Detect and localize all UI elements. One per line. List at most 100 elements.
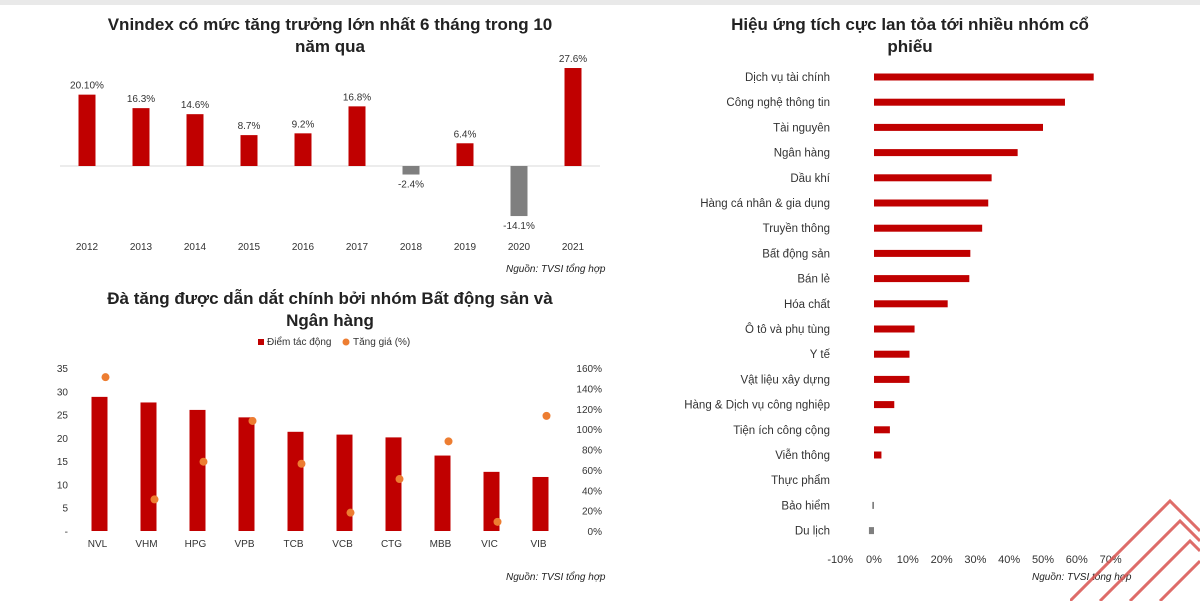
y-left-tick-label: 35 bbox=[57, 364, 69, 375]
category-label: Bán lẻ bbox=[797, 274, 830, 286]
chart-sector-effect: Hiệu ứng tích cực lan tỏa tới nhiều nhóm… bbox=[640, 10, 1200, 595]
y-left-tick-label: 15 bbox=[57, 457, 69, 468]
category-label: Viễn thông bbox=[775, 449, 830, 462]
data-label: 27.6% bbox=[559, 54, 587, 65]
scatter-point bbox=[248, 416, 257, 425]
x-tick-label: 2016 bbox=[292, 242, 315, 253]
x-tick-label: 2020 bbox=[508, 242, 531, 253]
chart-vnindex: Vnindex có mức tăng trưởng lớn nhất 6 th… bbox=[40, 10, 620, 280]
scatter-point bbox=[395, 475, 404, 484]
x-tick-label: VCB bbox=[332, 539, 353, 550]
bar bbox=[186, 114, 204, 166]
category-label: Tiện ích công cộng bbox=[733, 425, 830, 437]
bar bbox=[874, 249, 971, 257]
data-label: 14.6% bbox=[181, 100, 209, 111]
x-tick-label: 2012 bbox=[76, 242, 99, 253]
x-tick-label: 0% bbox=[866, 554, 882, 566]
y-left-tick-label: - bbox=[65, 527, 68, 538]
sector-horizontal-bar-chart: Dịch vụ tài chính Công nghệ thông tin Tài … bbox=[684, 72, 1122, 566]
source-note: Nguồn: TVSI tổng hợp bbox=[1032, 572, 1132, 583]
y-right-tick-label: 100% bbox=[576, 425, 602, 436]
y-left-tick-label: 10 bbox=[57, 480, 69, 491]
x-tick-label: 2014 bbox=[184, 242, 207, 253]
bar bbox=[874, 401, 895, 409]
data-label: -14.1% bbox=[503, 221, 535, 232]
scatter-point bbox=[542, 411, 551, 420]
bar bbox=[872, 501, 874, 509]
category-label: Bảo hiểm bbox=[781, 500, 830, 512]
x-tick-label: CTG bbox=[381, 539, 402, 550]
bar bbox=[240, 135, 258, 166]
y-left-tick-label: 25 bbox=[57, 411, 69, 422]
y-right-tick-label: 120% bbox=[576, 405, 602, 416]
chart-title: Vnindex có mức tăng trưởng lớn nhất 6 th… bbox=[107, 15, 553, 56]
x-tick-label: 2017 bbox=[346, 242, 369, 253]
scatter-point bbox=[444, 437, 453, 446]
bar bbox=[874, 300, 948, 308]
x-tick-label: VIC bbox=[481, 539, 498, 550]
x-tick-label: 2021 bbox=[562, 242, 585, 253]
scatter-point bbox=[101, 373, 110, 382]
category-label: Truyền thông bbox=[763, 223, 830, 235]
data-label: 16.8% bbox=[343, 92, 371, 103]
data-label: 16.3% bbox=[127, 94, 155, 105]
bar bbox=[434, 455, 451, 531]
bar bbox=[874, 98, 1065, 106]
x-tick-label: NVL bbox=[88, 539, 108, 550]
y-left-tick-label: 20 bbox=[57, 434, 69, 445]
scatter-point bbox=[150, 495, 159, 504]
category-label: Bất động sản bbox=[762, 248, 830, 260]
bar bbox=[385, 437, 402, 531]
bar bbox=[402, 166, 420, 175]
x-tick-label: VPB bbox=[234, 539, 254, 550]
category-label: Thực phẩm bbox=[771, 475, 830, 487]
y-right-tick-label: 0% bbox=[588, 527, 603, 538]
x-tick-label: 30% bbox=[964, 554, 986, 566]
x-tick-label: 40% bbox=[998, 554, 1020, 566]
bar bbox=[874, 350, 910, 358]
bar bbox=[874, 451, 882, 459]
bar bbox=[874, 149, 1018, 157]
y-right-tick-label: 40% bbox=[582, 486, 602, 497]
data-label: 8.7% bbox=[238, 121, 261, 132]
category-label: Hàng cá nhân & gia dụng bbox=[700, 198, 830, 210]
bar bbox=[238, 417, 255, 531]
data-label: -2.4% bbox=[398, 180, 424, 191]
category-label: Dịch vụ tài chính bbox=[745, 72, 830, 84]
y-right-tick-label: 20% bbox=[582, 507, 602, 518]
scatter-point bbox=[199, 457, 208, 466]
category-label: Y tế bbox=[810, 349, 831, 361]
category-label: Hóa chất bbox=[784, 299, 831, 311]
bar bbox=[874, 199, 989, 207]
x-tick-label: HPG bbox=[185, 539, 207, 550]
data-label: 6.4% bbox=[454, 129, 477, 140]
category-label: Ngân hàng bbox=[774, 148, 830, 160]
category-label: Tài nguyên bbox=[773, 122, 830, 134]
x-tick-label: 50% bbox=[1032, 554, 1054, 566]
bar bbox=[294, 133, 312, 166]
category-label: Du lịch bbox=[795, 526, 830, 538]
y-right-tick-label: 60% bbox=[582, 466, 602, 477]
x-tick-label: 10% bbox=[897, 554, 919, 566]
bar bbox=[564, 68, 582, 166]
category-label: Hàng & Dịch vụ công nghiệp bbox=[684, 400, 830, 412]
bar bbox=[874, 325, 915, 333]
bar bbox=[189, 409, 206, 531]
chart-title: Hiệu ứng tích cực lan tỏa tới nhiều nhóm… bbox=[731, 15, 1089, 56]
brand-stripes-logo bbox=[1070, 498, 1200, 601]
stock-impact-combo-chart: Điểm tác động Tăng giá (%) - 5 10 15 20 25 30 35 0… bbox=[57, 336, 603, 550]
bar bbox=[456, 143, 474, 166]
bar bbox=[78, 94, 96, 166]
bar bbox=[510, 166, 528, 217]
category-label: Công nghệ thông tin bbox=[726, 97, 830, 109]
bar bbox=[91, 396, 108, 531]
x-tick-label: -10% bbox=[827, 554, 853, 566]
x-tick-label: 60% bbox=[1066, 554, 1088, 566]
legend-dot-swatch bbox=[342, 338, 350, 346]
y-right-tick-label: 140% bbox=[576, 384, 602, 395]
x-tick-label: 2015 bbox=[238, 242, 261, 253]
bar bbox=[874, 275, 970, 283]
x-tick-label: 2018 bbox=[400, 242, 423, 253]
data-label: 20.10% bbox=[70, 81, 104, 92]
category-label: Ô tô và phụ tùng bbox=[745, 323, 830, 336]
